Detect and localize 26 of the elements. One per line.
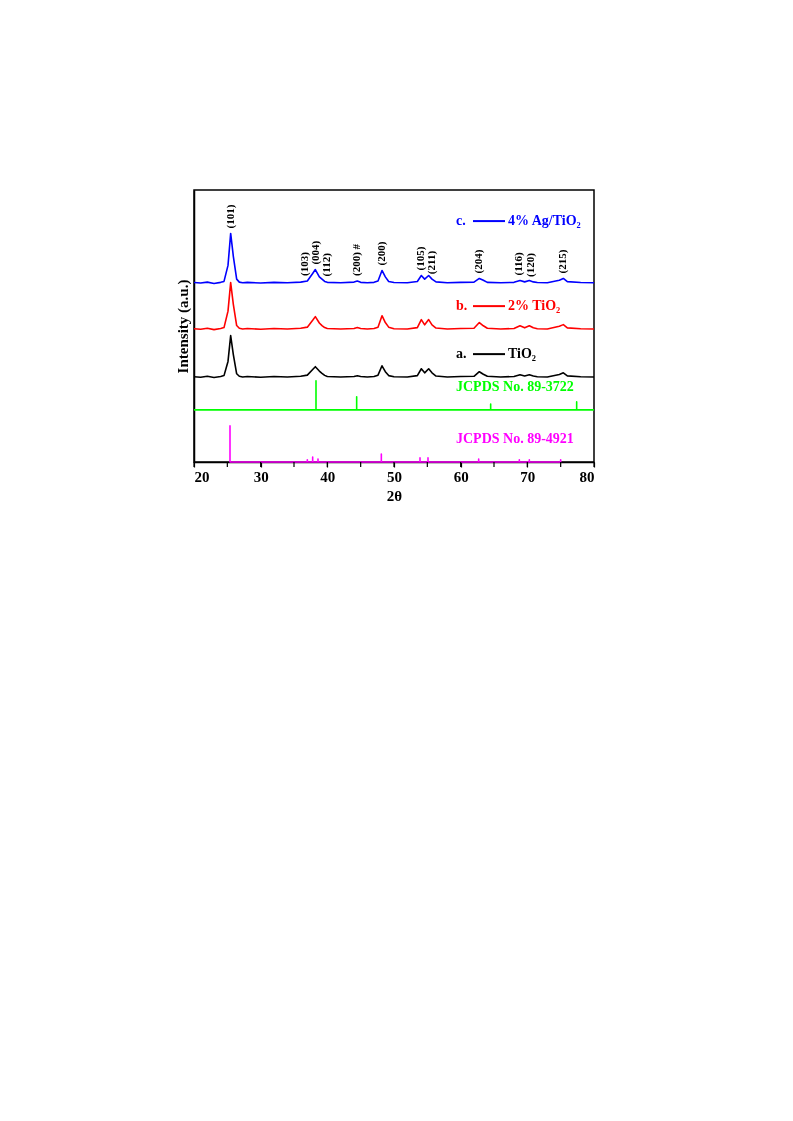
annotation: (112) xyxy=(320,252,334,277)
x-tick-label: 60 xyxy=(453,468,469,485)
text: a. TiO₂ xyxy=(456,346,537,362)
annotation: (200) # xyxy=(350,243,364,276)
annotation: (211) xyxy=(425,250,438,275)
text: c. 4% Ag/TiO₂ xyxy=(456,213,581,229)
annotation: (103) xyxy=(297,251,311,276)
x-tick-label: 30 xyxy=(253,468,269,485)
annotation: (200) xyxy=(375,241,388,266)
annotation: (101) xyxy=(223,204,237,229)
annotation: (215) xyxy=(556,249,570,274)
annotation: (204) xyxy=(472,249,486,274)
x-tick-label: 20 xyxy=(194,468,210,485)
series-label: JCPDS No. 89-4921 xyxy=(456,431,574,447)
annotation: (120) xyxy=(523,252,537,277)
x-tick-label: 70 xyxy=(520,468,536,485)
x-axis-title: 2θ xyxy=(386,487,403,504)
x-tick-label: 40 xyxy=(320,468,336,485)
series-label: JCPDS No. 89-3722 xyxy=(456,379,574,395)
text: b. 2% TiO₂ xyxy=(456,298,561,314)
y-axis-title: Intensity (a.u.) xyxy=(174,279,192,374)
x-tick-label: 80 xyxy=(579,468,595,485)
annotation: (004) xyxy=(309,240,322,265)
annotation: (105) xyxy=(413,246,427,271)
annotation: (116) xyxy=(512,251,526,276)
x-tick-label: 50 xyxy=(387,468,402,485)
